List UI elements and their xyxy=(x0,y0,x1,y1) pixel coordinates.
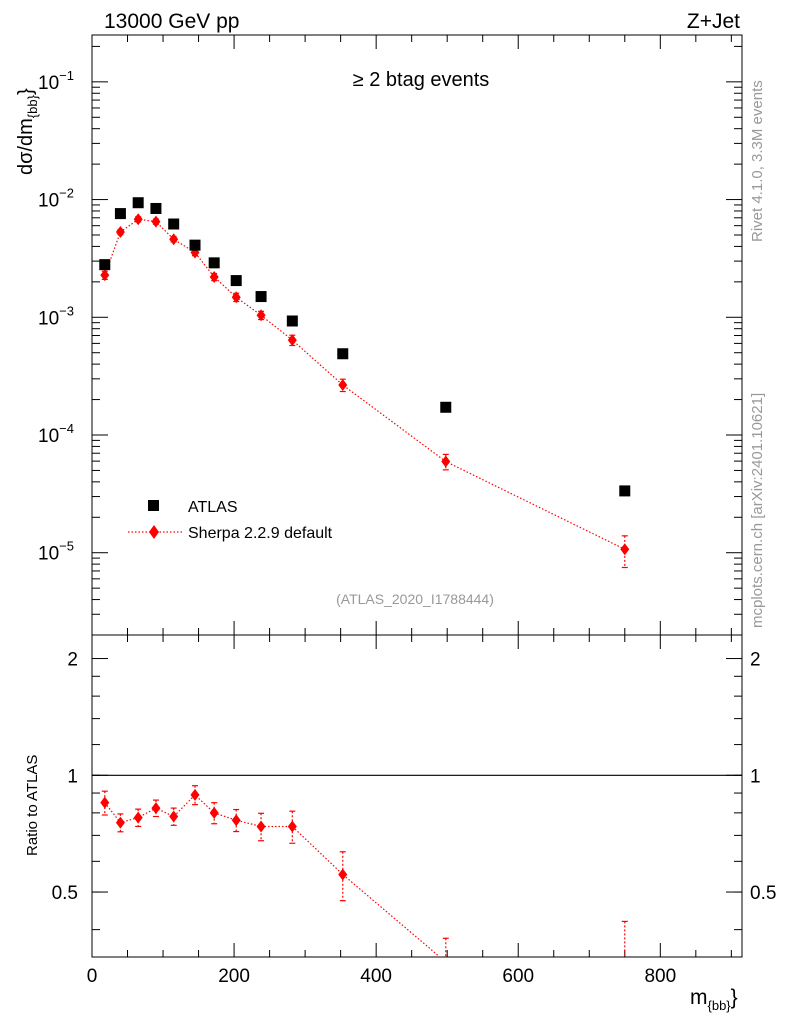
atlas-point xyxy=(337,348,349,360)
legend-atlas-label: ATLAS xyxy=(188,499,238,516)
y-axis-label: dσ/dm{bb}} xyxy=(15,88,40,175)
main-plot-frame xyxy=(91,34,743,636)
sherpa-point xyxy=(338,378,348,391)
ratio-point xyxy=(190,788,200,801)
legend-sherpa-label: Sherpa 2.2.9 default xyxy=(188,525,333,542)
analysis-label: (ATLAS_2020_I1788444) xyxy=(336,591,494,607)
x-tick-label: 400 xyxy=(360,966,392,987)
sherpa-point xyxy=(100,269,110,282)
sherpa-point xyxy=(151,215,161,228)
x-tick-label: 600 xyxy=(502,966,534,987)
sherpa-point xyxy=(287,334,297,347)
ratio-point xyxy=(209,806,219,819)
ratio-series-line xyxy=(104,794,441,957)
legend: ATLAS Sherpa 2.2.9 default xyxy=(128,499,333,542)
atlas-point xyxy=(99,259,111,271)
ratio-point xyxy=(256,820,266,833)
ratio-series xyxy=(100,785,629,973)
sherpa-point xyxy=(115,226,125,239)
y-tick-label: 10−2 xyxy=(38,186,74,212)
sherpa-line xyxy=(104,218,626,550)
ratio-y-axis-label: Ratio to ATLAS xyxy=(24,755,41,856)
x-tick-label: 200 xyxy=(218,966,250,987)
y-tick-labels: 10−1 10−2 10−3 10−4 10−5 xyxy=(38,68,74,565)
ratio-point xyxy=(100,796,110,809)
x-tick-labels: 0 200 400 600 800 xyxy=(87,966,676,987)
atlas-point xyxy=(440,401,452,413)
ratio-point xyxy=(338,868,348,881)
atlas-point xyxy=(114,208,126,220)
ratio-point xyxy=(445,956,447,957)
sherpa-point xyxy=(231,291,241,304)
sherpa-point xyxy=(169,233,179,246)
header-right: Z+Jet xyxy=(687,10,740,33)
sherpa-point xyxy=(256,309,266,322)
sherpa-series-line xyxy=(104,218,626,550)
ratio-tick-label-right: 2 xyxy=(750,650,761,671)
plot-title: ≥ 2 btag events xyxy=(353,69,490,91)
atlas-point xyxy=(230,275,242,287)
y-tick-label: 10−3 xyxy=(38,303,74,329)
ratio-tick-label-left: 1 xyxy=(67,766,78,787)
legend-atlas-marker xyxy=(148,500,159,511)
ratio-point xyxy=(169,810,179,823)
atlas-point xyxy=(189,239,201,251)
ratio-point xyxy=(151,802,161,815)
atlas-series xyxy=(99,197,631,497)
y-tick-label: 10−4 xyxy=(38,421,74,447)
side-label-top: Rivet 4.1.0, 3.3M events xyxy=(749,80,766,242)
ratio-point xyxy=(231,814,241,827)
x-axis-label: m{bb}} xyxy=(690,986,738,1013)
x-tick-label: 800 xyxy=(644,966,676,987)
sherpa-point xyxy=(133,213,143,226)
sherpa-point xyxy=(209,270,219,283)
atlas-point xyxy=(132,197,144,209)
ratio-plot-frame xyxy=(91,634,743,958)
side-label-bottom: mcplots.cern.ch [arXiv:2401.10621] xyxy=(749,393,766,628)
atlas-point xyxy=(255,291,267,303)
main-axis-ticks xyxy=(91,35,742,636)
sherpa-series xyxy=(100,213,630,569)
ratio-point xyxy=(287,820,297,833)
ratio-tick-labels: 2 2 1 1 0.5 0.5 xyxy=(52,650,777,905)
y-tick-label: 10−1 xyxy=(38,68,74,94)
ratio-point xyxy=(133,811,143,824)
sherpa-point xyxy=(620,543,630,556)
sherpa-point xyxy=(441,455,451,468)
atlas-point xyxy=(150,202,162,214)
atlas-point xyxy=(286,315,298,327)
ratio-axis-ticks xyxy=(91,635,742,957)
ratio-point xyxy=(620,961,629,973)
ratio-tick-label-right: 1 xyxy=(750,766,761,787)
atlas-point xyxy=(619,485,631,497)
ratio-tick-label-right: 0.5 xyxy=(750,883,776,904)
y-tick-label: 10−5 xyxy=(38,539,74,565)
atlas-point xyxy=(208,257,220,269)
legend-sherpa-marker xyxy=(149,525,159,539)
x-tick-label: 0 xyxy=(87,966,98,987)
header-left: 13000 GeV pp xyxy=(104,10,239,33)
ratio-tick-label-left: 0.5 xyxy=(52,883,78,904)
atlas-point xyxy=(168,218,180,230)
ratio-line xyxy=(104,794,441,957)
ratio-tick-label-left: 2 xyxy=(67,650,78,671)
ratio-point xyxy=(115,816,125,829)
